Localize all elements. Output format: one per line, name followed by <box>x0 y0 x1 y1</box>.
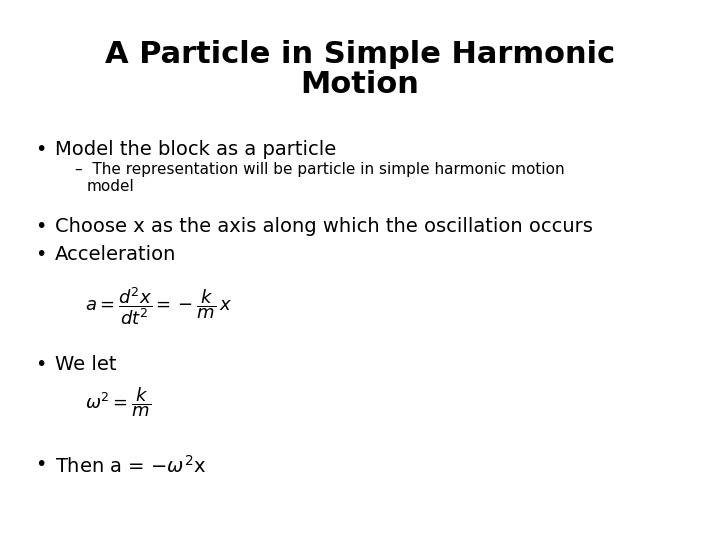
Text: •: • <box>35 355 46 374</box>
Text: A Particle in Simple Harmonic: A Particle in Simple Harmonic <box>105 40 615 69</box>
Text: •: • <box>35 217 46 236</box>
Text: •: • <box>35 245 46 264</box>
Text: •: • <box>35 455 46 474</box>
Text: model: model <box>87 179 135 194</box>
Text: $a = \dfrac{d^2x}{dt^2} = -\dfrac{k}{m}\,x$: $a = \dfrac{d^2x}{dt^2} = -\dfrac{k}{m}\… <box>85 285 232 327</box>
Text: Model the block as a particle: Model the block as a particle <box>55 140 336 159</box>
Text: We let: We let <box>55 355 117 374</box>
Text: Motion: Motion <box>300 70 420 99</box>
Text: Then a = $-\omega^2$x: Then a = $-\omega^2$x <box>55 455 206 477</box>
Text: •: • <box>35 140 46 159</box>
Text: Choose x as the axis along which the oscillation occurs: Choose x as the axis along which the osc… <box>55 217 593 236</box>
Text: –  The representation will be particle in simple harmonic motion: – The representation will be particle in… <box>75 162 564 177</box>
Text: $\omega^2 = \dfrac{k}{m}$: $\omega^2 = \dfrac{k}{m}$ <box>85 385 151 418</box>
Text: Acceleration: Acceleration <box>55 245 176 264</box>
